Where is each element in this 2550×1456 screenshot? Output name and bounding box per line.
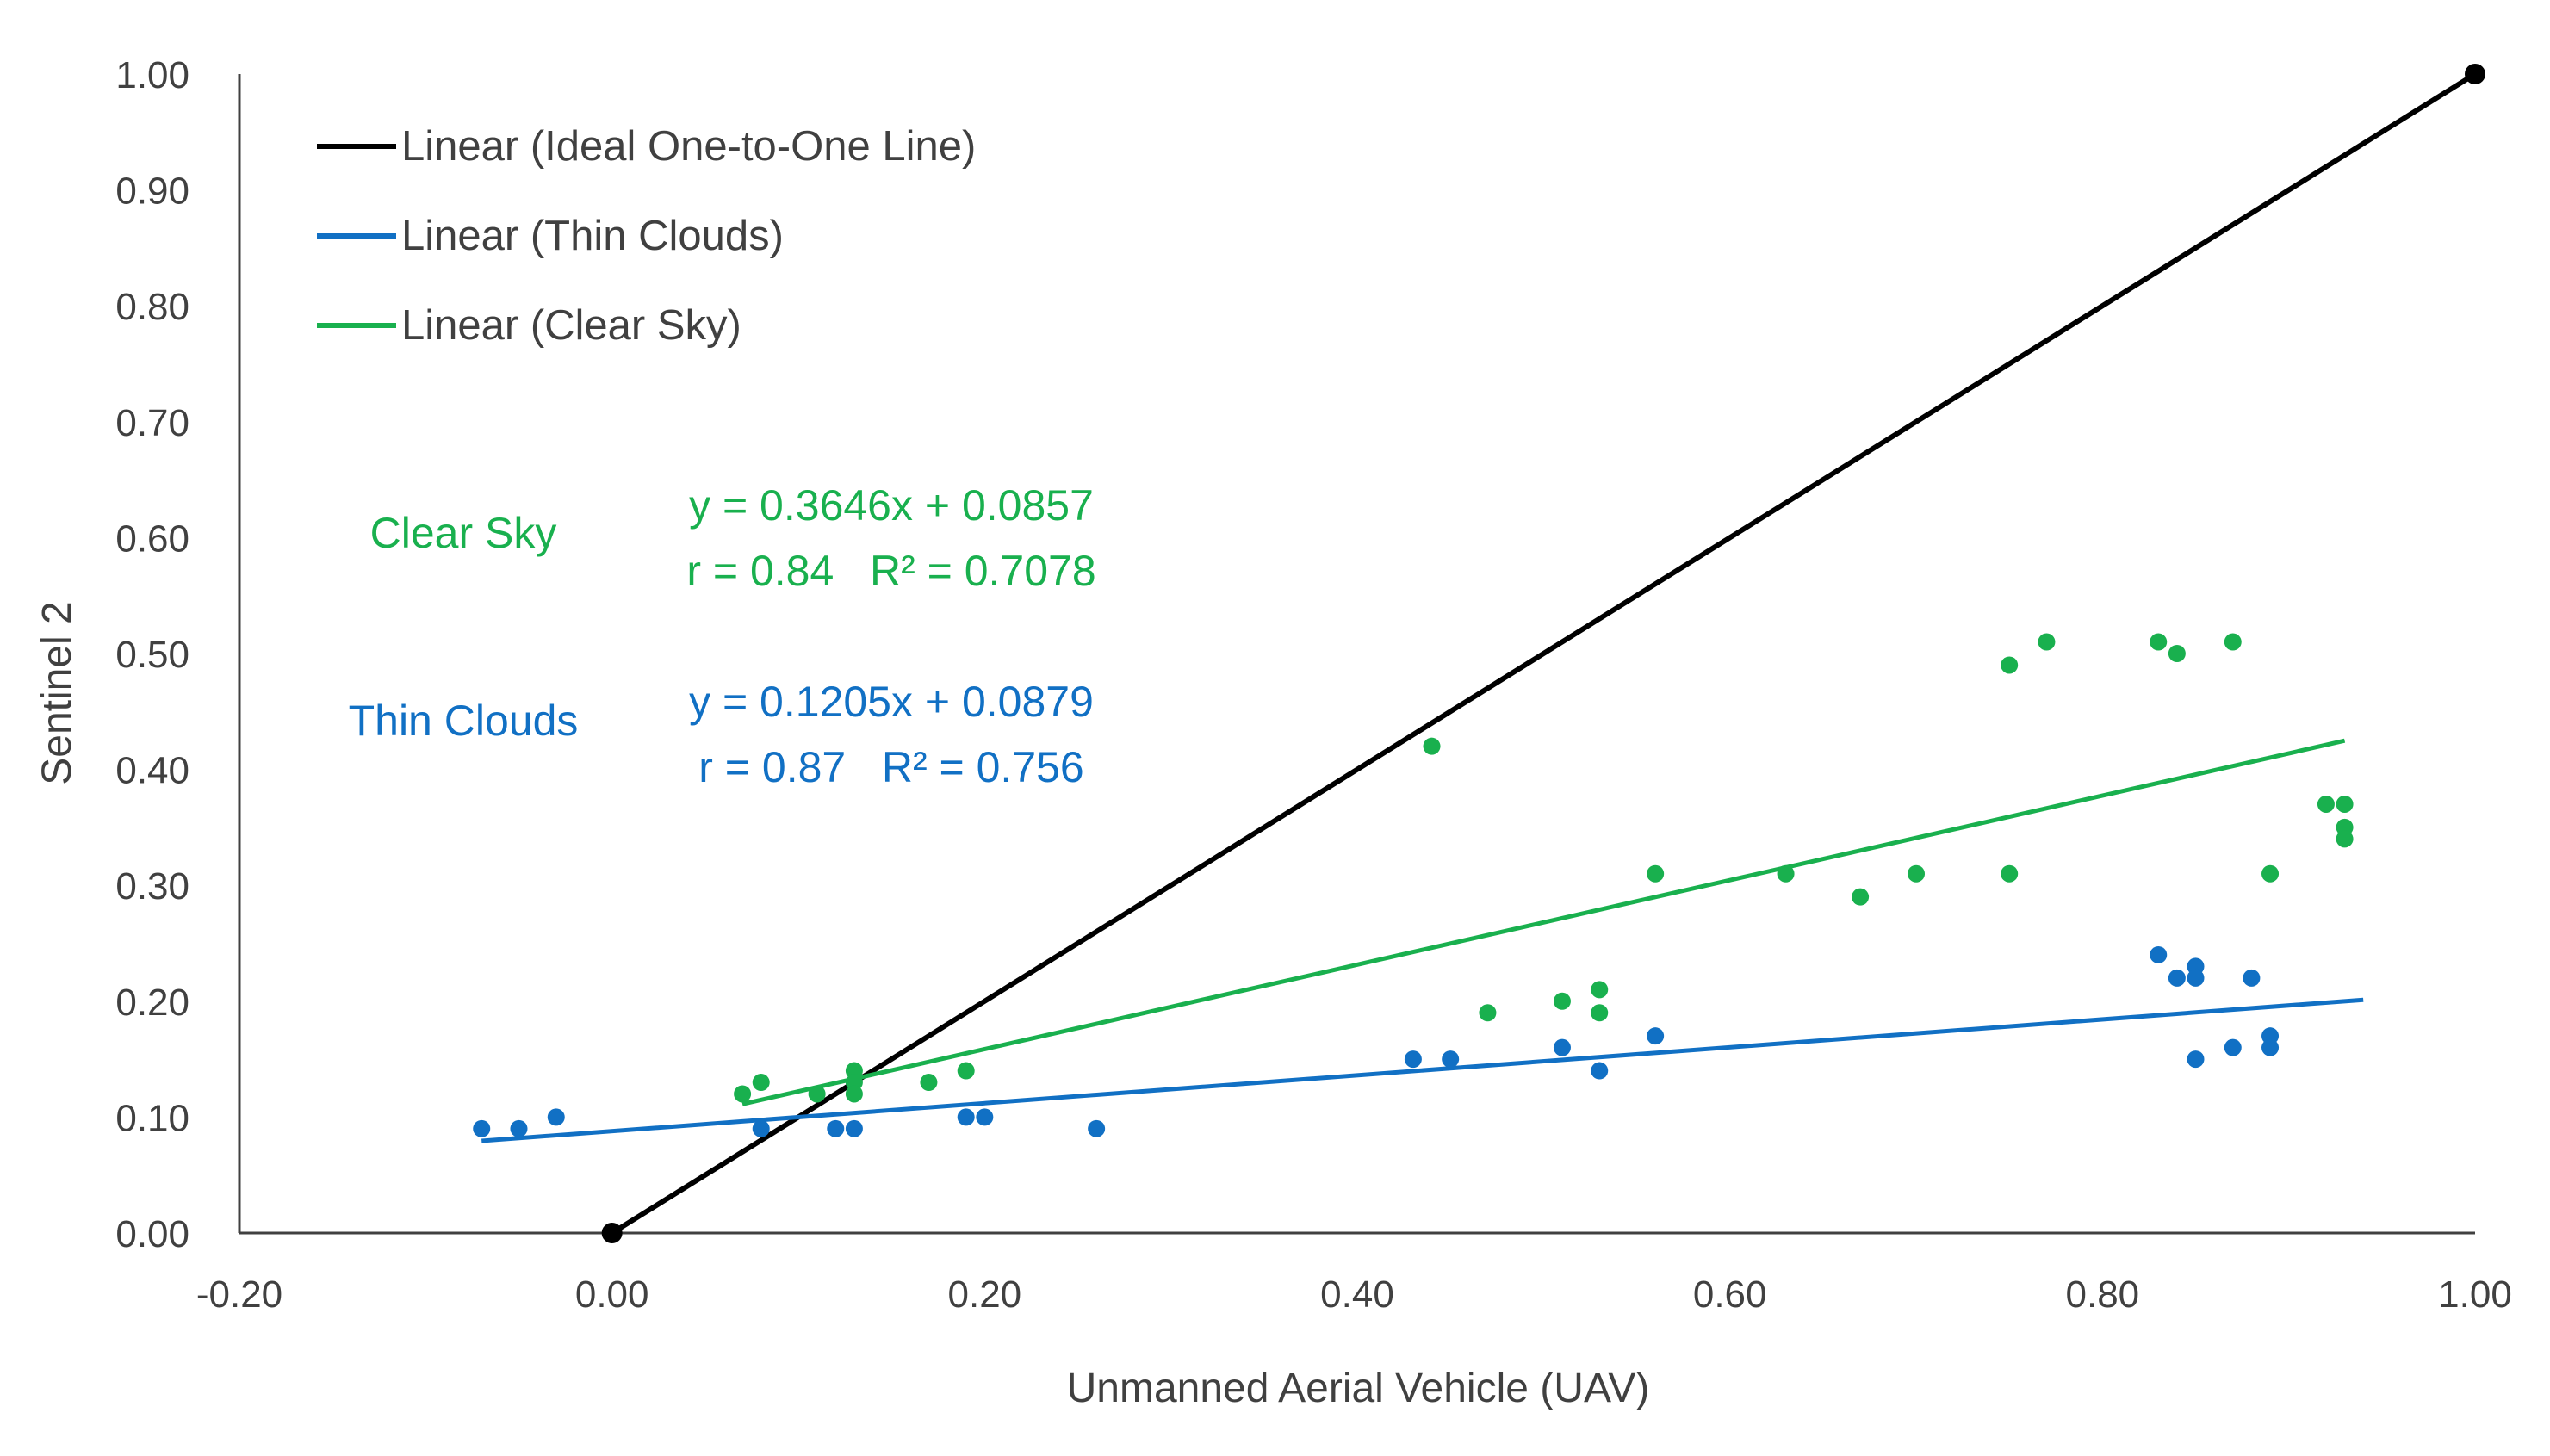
data-point-clear (1777, 864, 1795, 883)
data-point-clear (957, 1062, 975, 1080)
annotation-stats-thin-clouds: r = 0.87 R² = 0.756 (698, 743, 1084, 791)
data-point-clear (2001, 656, 2019, 674)
data-point-thin (2150, 945, 2168, 963)
data-point-clear (2336, 830, 2354, 848)
data-point-thin (2187, 1050, 2205, 1069)
data-point-clear (2317, 795, 2335, 813)
data-point-thin (827, 1119, 845, 1137)
trendline-thin (481, 997, 2364, 1143)
data-point-thin (547, 1108, 565, 1126)
data-point-clear (1553, 992, 1571, 1010)
data-point-thin (2261, 1038, 2280, 1056)
data-point-ideal (2465, 64, 2485, 84)
y-tick-label: 0.90 (115, 170, 189, 213)
data-point-thin (2168, 969, 2186, 987)
data-point-thin (2224, 1038, 2242, 1056)
x-tick-label: 0.40 (1320, 1273, 1394, 1316)
y-tick-label: 0.40 (115, 750, 189, 792)
data-point-clear (1591, 981, 1609, 999)
data-point-clear (2168, 645, 2186, 662)
legend: Linear (Ideal One-to-One Line) Linear (T… (317, 123, 976, 349)
data-point-clear (734, 1085, 752, 1103)
y-tick-label: 0.80 (115, 286, 189, 328)
data-point-clear (2336, 795, 2354, 813)
y-tick-label: 0.70 (115, 402, 189, 444)
x-tick-label: 1.00 (2438, 1273, 2512, 1316)
data-point-clear (2224, 633, 2242, 651)
annotation-equation-clear-sky: y = 0.3646x + 0.0857 (689, 481, 1094, 530)
legend-label-clear: Linear (Clear Sky) (401, 302, 741, 349)
trendlines (481, 71, 2477, 1236)
data-point-ideal (601, 1223, 623, 1243)
data-point-clear (845, 1085, 863, 1103)
data-point-thin (2243, 969, 2261, 987)
data-point-clear (1591, 1004, 1609, 1022)
data-point-clear (2038, 633, 2056, 651)
annotation-equation-thin-clouds: y = 0.1205x + 0.0879 (689, 678, 1094, 726)
y-tick-label: 0.10 (115, 1097, 189, 1139)
annotation-stats-clear-sky: r = 0.84 R² = 0.7078 (686, 547, 1095, 595)
x-axis-title: Unmanned Aerial Vehicle (UAV) (1067, 1366, 1650, 1411)
data-point-clear (1647, 864, 1665, 883)
data-point-clear (920, 1074, 938, 1092)
annotation-label-thin-clouds: Thin Clouds (349, 697, 579, 745)
legend-item-ideal: Linear (Ideal One-to-One Line) (317, 123, 976, 170)
data-point-thin (1553, 1038, 1571, 1056)
data-point-thin (510, 1119, 528, 1137)
y-tick-label: 0.00 (115, 1213, 189, 1255)
x-tick-label: -0.20 (196, 1273, 282, 1316)
y-tick-label: 0.60 (115, 517, 189, 560)
x-tick-label: 0.00 (575, 1273, 649, 1316)
x-tick-label: 0.60 (1693, 1273, 1767, 1316)
y-axis-ticks: 0.00 0.10 0.20 0.30 0.40 0.50 0.60 0.70 0.80 0.90… (115, 54, 189, 1255)
legend-item-clear: Linear (Clear Sky) (317, 302, 741, 349)
data-point-thin (752, 1119, 770, 1137)
data-point-thin (1442, 1050, 1460, 1069)
annotation-label-clear-sky: Clear Sky (370, 509, 557, 557)
annotation-clear-sky: Clear Sky y = 0.3646x + 0.0857 r = 0.84 … (370, 481, 1096, 595)
data-point-thin (473, 1119, 491, 1137)
data-point-clear (1479, 1004, 1497, 1022)
data-point-clear (2261, 864, 2280, 883)
data-point-clear (752, 1074, 770, 1092)
data-point-thin (957, 1108, 975, 1126)
x-tick-label: 0.80 (2066, 1273, 2140, 1316)
data-point-clear (1852, 888, 1870, 906)
trendline-clear (741, 738, 2346, 1106)
data-point-clear (1908, 864, 1925, 883)
data-point-clear (808, 1085, 826, 1103)
data-point-clear (1423, 737, 1441, 755)
trendline-ideal (611, 71, 2477, 1236)
data-point-thin (1591, 1062, 1609, 1080)
y-tick-label: 1.00 (115, 54, 189, 96)
annotation-thin-clouds: Thin Clouds y = 0.1205x + 0.0879 r = 0.8… (349, 678, 1094, 791)
y-axis-title: Sentinel 2 (34, 601, 80, 785)
data-points (473, 64, 2485, 1243)
x-tick-label: 0.20 (948, 1273, 1022, 1316)
data-point-thin (976, 1108, 994, 1126)
y-tick-label: 0.20 (115, 982, 189, 1024)
data-point-clear (2150, 633, 2168, 651)
data-point-thin (1647, 1027, 1665, 1045)
y-tick-label: 0.50 (115, 634, 189, 676)
data-point-thin (1404, 1050, 1422, 1069)
y-tick-label: 0.30 (115, 865, 189, 908)
legend-label-thin: Linear (Thin Clouds) (401, 213, 784, 259)
x-axis-ticks: -0.20 0.00 0.20 0.40 0.60 0.80 1.00 (196, 1273, 2512, 1316)
data-point-clear (2001, 864, 2019, 883)
legend-item-thin: Linear (Thin Clouds) (317, 213, 784, 259)
legend-label-ideal: Linear (Ideal One-to-One Line) (401, 123, 976, 170)
data-point-thin (845, 1119, 863, 1137)
data-point-thin (1088, 1119, 1106, 1137)
data-point-thin (2187, 969, 2205, 987)
